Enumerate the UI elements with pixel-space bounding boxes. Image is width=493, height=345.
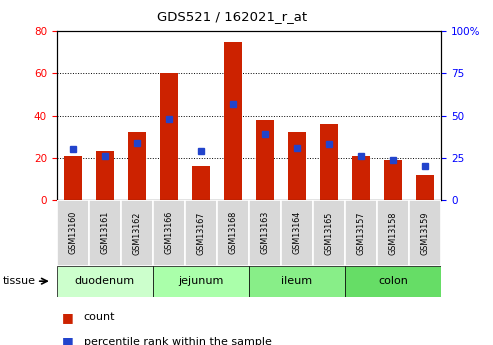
Text: count: count bbox=[84, 313, 115, 322]
Bar bbox=[57, 200, 89, 266]
Text: GSM13167: GSM13167 bbox=[196, 211, 206, 255]
Text: jejunum: jejunum bbox=[178, 276, 224, 286]
Bar bbox=[64, 156, 81, 200]
Bar bbox=[288, 132, 306, 200]
Text: GSM13165: GSM13165 bbox=[324, 211, 334, 255]
Text: tissue: tissue bbox=[2, 276, 35, 286]
Bar bbox=[377, 200, 409, 266]
Text: ■: ■ bbox=[62, 311, 73, 324]
Bar bbox=[249, 266, 345, 297]
Text: GSM13161: GSM13161 bbox=[100, 211, 109, 255]
Bar bbox=[57, 266, 153, 297]
Text: GSM13159: GSM13159 bbox=[421, 211, 430, 255]
Text: GSM13160: GSM13160 bbox=[68, 211, 77, 255]
Text: GSM13164: GSM13164 bbox=[292, 211, 302, 255]
Bar bbox=[153, 266, 249, 297]
Text: ileum: ileum bbox=[282, 276, 313, 286]
Bar bbox=[345, 266, 441, 297]
Text: percentile rank within the sample: percentile rank within the sample bbox=[84, 337, 272, 345]
Text: GDS521 / 162021_r_at: GDS521 / 162021_r_at bbox=[157, 10, 307, 23]
Bar bbox=[281, 200, 313, 266]
Bar bbox=[249, 200, 281, 266]
Bar bbox=[153, 200, 185, 266]
Bar bbox=[121, 200, 153, 266]
Bar bbox=[385, 160, 402, 200]
Text: GSM13158: GSM13158 bbox=[388, 211, 398, 255]
Bar bbox=[224, 42, 242, 200]
Bar bbox=[89, 200, 121, 266]
Text: GSM13157: GSM13157 bbox=[356, 211, 366, 255]
Bar bbox=[352, 156, 370, 200]
Bar bbox=[417, 175, 434, 200]
Bar bbox=[320, 124, 338, 200]
Bar bbox=[128, 132, 145, 200]
Bar bbox=[345, 200, 377, 266]
Bar bbox=[192, 166, 210, 200]
Bar bbox=[256, 120, 274, 200]
Bar bbox=[217, 200, 249, 266]
Bar bbox=[160, 73, 177, 200]
Text: GSM13163: GSM13163 bbox=[260, 211, 270, 255]
Text: ■: ■ bbox=[62, 335, 73, 345]
Bar bbox=[185, 200, 217, 266]
Bar bbox=[409, 200, 441, 266]
Text: colon: colon bbox=[378, 276, 408, 286]
Text: GSM13166: GSM13166 bbox=[164, 211, 174, 255]
Text: GSM13168: GSM13168 bbox=[228, 211, 238, 255]
Text: GSM13162: GSM13162 bbox=[132, 211, 141, 255]
Bar bbox=[313, 200, 345, 266]
Bar bbox=[96, 151, 113, 200]
Text: duodenum: duodenum bbox=[75, 276, 135, 286]
